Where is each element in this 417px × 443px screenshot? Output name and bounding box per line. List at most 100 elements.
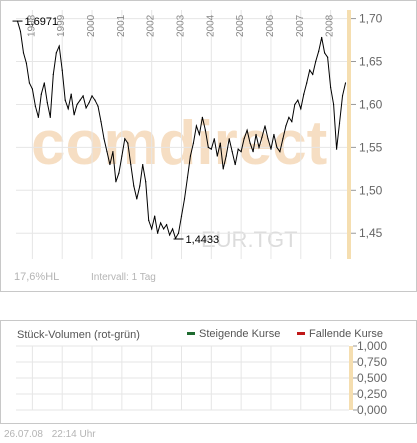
- price-point: [318, 50, 320, 52]
- price-point: [291, 121, 293, 123]
- price-point: [288, 116, 290, 118]
- price-point: [73, 114, 75, 116]
- y-tick-label: 1,000: [357, 339, 387, 353]
- price-point: [338, 122, 341, 124]
- price-point: [219, 142, 221, 144]
- price-point: [177, 232, 180, 234]
- price-point: [240, 151, 242, 153]
- price-point: [55, 52, 57, 54]
- price-point: [85, 107, 87, 109]
- legend-swatch: [297, 332, 305, 335]
- price-point: [222, 168, 224, 170]
- price-point: [139, 185, 141, 187]
- price-point: [157, 232, 159, 234]
- price-point: [180, 215, 183, 217]
- price-point: [249, 142, 251, 144]
- x-tick-label: 2004: [205, 14, 216, 37]
- price-point: [207, 146, 209, 148]
- price-chart: comdirect EUR.TGT 1998 1999 2000 2001 2002 20…: [12, 10, 383, 283]
- y-tick-label: 1,60: [359, 97, 383, 111]
- y-tick-label: 1,50: [359, 183, 383, 197]
- price-point: [252, 151, 254, 153]
- price-point: [82, 95, 84, 97]
- price-chart-panel: comdirect EUR.TGT 1998 1999 2000 2001 2002 20…: [0, 0, 417, 292]
- price-point: [151, 228, 153, 230]
- price-point: [160, 222, 162, 224]
- price-point: [231, 151, 233, 153]
- price-point: [168, 234, 171, 236]
- price-point: [115, 181, 117, 183]
- price-point: [34, 105, 36, 107]
- price-point: [258, 146, 260, 148]
- price-point: [213, 138, 215, 140]
- x-tick-label: 2003: [176, 14, 187, 37]
- price-point: [344, 82, 347, 84]
- y-tick-label: 1,45: [359, 226, 383, 240]
- price-point: [234, 163, 236, 166]
- price-point: [31, 88, 34, 90]
- price-point: [76, 103, 78, 106]
- axis-band: [347, 10, 351, 259]
- price-point: [28, 82, 31, 84]
- price-point: [204, 129, 206, 131]
- legend-label: Steigende Kurse: [199, 328, 280, 340]
- price-point: [70, 93, 72, 95]
- price-point: [315, 60, 317, 63]
- price-point: [225, 155, 227, 157]
- price-point: [148, 219, 150, 221]
- price-point: [25, 62, 28, 64]
- price-point: [228, 138, 230, 140]
- price-point: [300, 108, 302, 110]
- legend-swatch: [187, 332, 195, 335]
- price-point: [22, 52, 25, 54]
- price-point: [294, 103, 296, 106]
- price-point: [37, 116, 39, 118]
- price-point: [154, 215, 156, 217]
- price-point: [165, 224, 168, 226]
- price-point: [19, 30, 22, 33]
- price-point: [64, 99, 66, 101]
- price-point: [270, 148, 272, 150]
- x-tick-label: 1998: [26, 14, 37, 37]
- price-point: [118, 172, 120, 174]
- x-tick-label: 2008: [325, 14, 336, 37]
- price-point: [285, 125, 287, 127]
- price-point: [324, 52, 326, 54]
- price-point: [297, 99, 299, 101]
- max-annotation: 1,6971: [24, 16, 58, 28]
- x-tick-label: 2006: [265, 14, 276, 37]
- price-point: [341, 95, 344, 97]
- price-point: [198, 133, 200, 136]
- price-point: [121, 155, 123, 157]
- y-tick-label: 0,250: [357, 387, 387, 401]
- price-point: [195, 125, 198, 127]
- price-point: [145, 181, 147, 183]
- price-point: [189, 155, 192, 157]
- price-point: [237, 148, 239, 150]
- y-tick-label: 1,65: [359, 55, 383, 69]
- price-point: [112, 151, 114, 153]
- price-point: [136, 198, 138, 200]
- price-point: [309, 69, 311, 71]
- price-point: [133, 185, 135, 187]
- price-point: [46, 102, 48, 104]
- price-point: [303, 93, 305, 95]
- min-annotation: 1,4433: [186, 234, 220, 246]
- price-point: [130, 163, 132, 166]
- price-point: [49, 116, 51, 118]
- axis-band: [349, 346, 353, 410]
- interval-label: Intervall: 1 Tag: [91, 272, 156, 283]
- price-point: [246, 129, 248, 131]
- price-point: [186, 176, 189, 179]
- y-tick-label: 0,000: [357, 403, 387, 417]
- timestamp-time: 22:14 Uhr: [51, 429, 96, 440]
- price-point: [40, 93, 42, 95]
- timestamp: 26.07.08 22:14 Uhr: [4, 429, 102, 440]
- volume-title: Stück-Volumen (rot-grün): [17, 329, 140, 341]
- price-point: [127, 142, 129, 144]
- price-point: [273, 133, 275, 136]
- symbol-label: EUR.TGT: [201, 227, 298, 252]
- y-tick-label: 0,500: [357, 371, 387, 385]
- legend-label: Fallende Kurse: [309, 328, 383, 340]
- price-point: [58, 45, 60, 47]
